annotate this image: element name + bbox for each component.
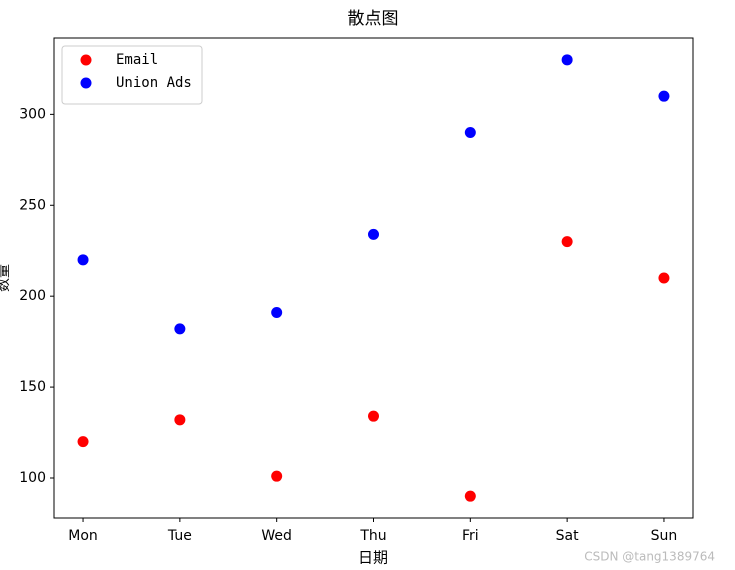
point xyxy=(561,236,573,248)
x-tick-label: Sat xyxy=(556,528,579,544)
y-tick-label: 300 xyxy=(19,106,46,122)
point xyxy=(464,127,476,139)
x-axis-label: 日期 xyxy=(358,549,388,567)
point xyxy=(561,54,573,66)
x-tick-label: Wed xyxy=(261,528,292,544)
point xyxy=(77,254,89,266)
point xyxy=(658,90,670,102)
point xyxy=(77,436,89,448)
plot-frame xyxy=(53,37,694,519)
x-tick-label: Thu xyxy=(359,528,386,544)
chart-title: 散点图 xyxy=(348,9,399,29)
watermark: CSDN @tang1389764 xyxy=(584,550,715,564)
point xyxy=(174,414,186,426)
x-tick-label: Fri xyxy=(462,528,479,544)
x-tick-label: Tue xyxy=(167,528,192,544)
legend-label: Email xyxy=(116,52,158,68)
x-tick-label: Mon xyxy=(68,528,98,544)
legend-box xyxy=(61,45,203,105)
point xyxy=(271,470,283,482)
legend-label: Union Ads xyxy=(116,75,192,91)
point xyxy=(464,490,476,502)
point xyxy=(271,307,283,319)
y-tick-label: 250 xyxy=(19,197,46,213)
y-tick-label: 100 xyxy=(19,470,46,486)
y-tick-label: 150 xyxy=(19,379,46,395)
y-tick-label: 200 xyxy=(19,288,46,304)
legend-marker xyxy=(80,77,92,89)
point xyxy=(658,272,670,284)
point xyxy=(368,228,379,240)
point xyxy=(174,323,186,335)
legend-marker xyxy=(80,54,92,66)
point xyxy=(368,410,379,422)
y-axis-label: 数量 xyxy=(0,264,12,292)
x-tick-label: Sun xyxy=(651,528,678,544)
